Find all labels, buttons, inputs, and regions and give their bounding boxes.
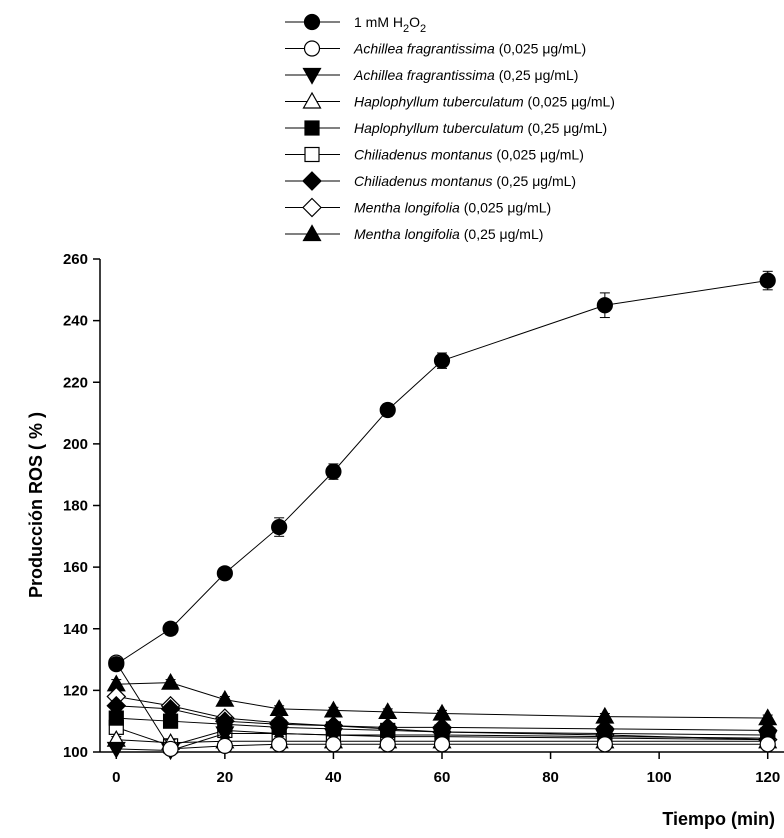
legend-marker <box>302 224 322 242</box>
y-tick-label: 200 <box>63 436 88 453</box>
data-point <box>215 726 235 744</box>
legend: 1 mM H2O2 Achillea fragrantissima (0,025 … <box>285 13 615 242</box>
legend-label: Haplophyllum tuberculatum (0,025 μg/mL) <box>354 94 615 110</box>
legend-marker <box>303 40 321 57</box>
data-point <box>378 702 398 720</box>
y-tick-label: 260 <box>63 251 88 268</box>
y-tick-label: 160 <box>63 559 88 576</box>
legend-item-5: Haplophyllum tuberculatum (0,25 μg/mL) <box>285 120 607 136</box>
data-point <box>433 736 451 753</box>
data-point <box>215 689 235 707</box>
x-axis-title: Tiempo (min) <box>662 809 775 829</box>
legend-label: Haplophyllum tuberculatum (0,25 μg/mL) <box>354 120 607 136</box>
data-point <box>596 736 613 753</box>
data-point <box>161 672 181 690</box>
legend-item-7: Chiliadenus montanus (0,25 μg/mL) <box>285 171 576 191</box>
data-point <box>162 620 179 637</box>
x-tick-label: 60 <box>434 769 451 786</box>
y-tick-label: 100 <box>63 744 88 761</box>
data-point <box>108 656 125 673</box>
legend-item-6: Chiliadenus montanus (0,025 μg/mL) <box>285 147 584 163</box>
data-point <box>271 518 288 536</box>
series-layer <box>106 270 778 761</box>
data-point <box>162 713 179 729</box>
x-tick-label: 120 <box>755 769 780 786</box>
legend-marker <box>302 67 322 85</box>
legend-label: Chiliadenus montanus (0,25 μg/mL) <box>354 173 576 189</box>
y-tick-label: 240 <box>63 313 88 330</box>
legend-marker <box>302 197 322 218</box>
legend-label: Chiliadenus montanus (0,025 μg/mL) <box>354 147 584 163</box>
data-point <box>378 727 398 745</box>
series-1 <box>108 270 776 673</box>
x-tick-label: 20 <box>217 769 234 786</box>
x-tick-label: 100 <box>647 769 672 786</box>
series-3 <box>106 726 778 761</box>
legend-item-1: 1 mM H2O2 <box>285 13 426 35</box>
data-point <box>323 700 343 718</box>
data-point <box>106 741 126 759</box>
legend-item-3: Achillea fragrantissima (0,25 μg/mL) <box>285 67 578 85</box>
legend-label: Mentha longifolia (0,025 μg/mL) <box>354 200 551 216</box>
data-point <box>162 740 179 758</box>
data-point <box>271 736 288 753</box>
data-point <box>108 710 124 726</box>
axes: 100 120 140 160 180 200 220 240 260 0 20 40 60 80 100… <box>26 251 784 829</box>
y-tick-label: 120 <box>63 682 88 699</box>
y-tick-label: 180 <box>63 498 88 515</box>
x-tick-label: 40 <box>325 769 342 786</box>
legend-marker <box>304 120 320 136</box>
data-point <box>269 726 289 744</box>
data-point <box>596 297 613 314</box>
legend-label: Achillea fragrantissima (0,025 μg/mL) <box>353 41 586 57</box>
x-tick-label: 80 <box>542 769 559 786</box>
legend-marker <box>302 171 322 191</box>
x-tick-label: 0 <box>112 769 120 786</box>
y-tick-label: 220 <box>63 374 88 391</box>
legend-item-2: Achillea fragrantissima (0,025 μg/mL) <box>285 40 586 57</box>
legend-marker <box>304 146 320 163</box>
legend-item-4: Haplophyllum tuberculatum (0,025 μg/mL) <box>285 91 615 110</box>
data-point <box>433 352 451 369</box>
y-ticks: 100 120 140 160 180 200 220 240 260 <box>63 251 100 761</box>
data-point <box>379 736 396 753</box>
x-ticks: 0 20 40 60 80 100 120 <box>112 752 780 786</box>
y-axis-title: Producción ROS ( % ) <box>26 412 46 598</box>
legend-label: 1 mM H2O2 <box>354 14 426 35</box>
data-point <box>216 565 233 582</box>
data-point <box>325 736 342 753</box>
legend-marker <box>303 13 321 31</box>
legend-label: Mentha longifolia (0,25 μg/mL) <box>354 226 543 242</box>
data-point <box>379 401 396 419</box>
data-point <box>759 272 776 289</box>
legend-label: Achillea fragrantissima (0,25 μg/mL) <box>353 67 578 83</box>
data-point <box>325 463 342 480</box>
series-9 <box>106 672 778 726</box>
data-point <box>432 727 452 745</box>
legend-item-9: Mentha longifolia (0,25 μg/mL) <box>285 224 543 242</box>
data-point <box>759 736 776 753</box>
series-line <box>116 280 768 665</box>
data-point <box>216 737 233 754</box>
legend-marker <box>302 91 322 109</box>
data-point <box>323 727 343 745</box>
legend-item-8: Mentha longifolia (0,025 μg/mL) <box>285 197 551 218</box>
y-tick-label: 140 <box>63 621 88 638</box>
